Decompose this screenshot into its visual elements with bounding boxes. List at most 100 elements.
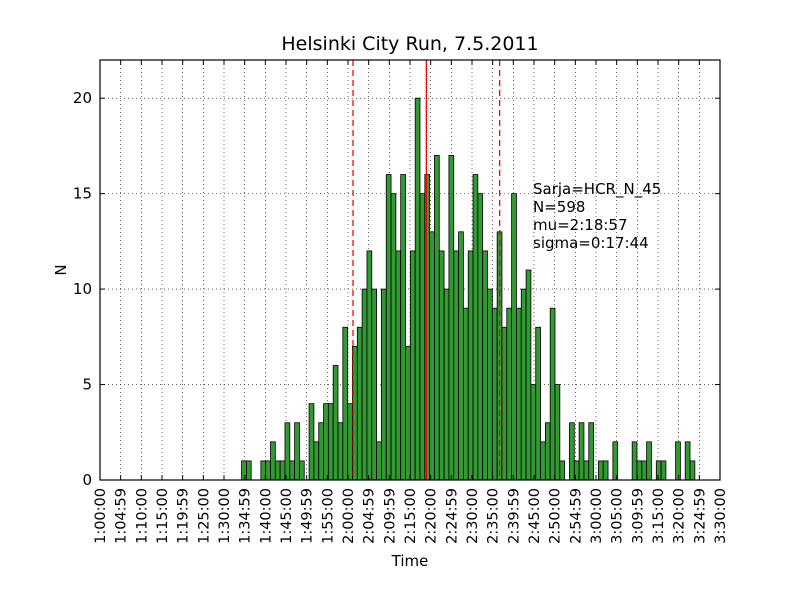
x-tick-label: 3:24:59 (692, 488, 708, 544)
annotation-line-mean: mu=2:18:57 (533, 216, 628, 234)
histogram-bar (274, 460, 281, 481)
histogram-bar (308, 403, 315, 481)
y-tick-label: 15 (73, 185, 92, 203)
y-tick-label: 20 (73, 89, 92, 107)
histogram-bar (400, 174, 406, 481)
x-tick-label: 2:39:59 (506, 488, 522, 544)
histogram-bar (390, 193, 397, 481)
x-tick-label: 1:45:00 (279, 488, 295, 544)
x-tick-label: 2:30:00 (465, 488, 481, 544)
histogram-bar (381, 288, 387, 481)
histogram-bar (540, 441, 546, 481)
x-tick-label: 3:09:59 (630, 488, 646, 544)
histogram-bar (376, 441, 382, 481)
histogram-bar (429, 231, 435, 481)
histogram-bar (641, 460, 648, 481)
x-tick-label: 2:24:59 (444, 488, 460, 544)
x-axis-label: Time (391, 552, 429, 570)
x-tick-label: 1:34:59 (238, 488, 254, 544)
histogram-bar (583, 460, 590, 481)
histogram-bar (506, 307, 513, 481)
x-tick-label: 1:04:59 (114, 488, 130, 544)
histogram-bar (323, 403, 329, 481)
x-tick-label: 2:20:00 (424, 488, 440, 544)
histogram-bar (511, 193, 517, 481)
histogram-bar (549, 307, 556, 481)
histogram-bar (482, 250, 488, 481)
x-tick-label: 1:40:00 (258, 488, 274, 544)
histogram-bar (245, 460, 252, 481)
histogram-bar (337, 422, 344, 481)
bars-layer (241, 97, 696, 481)
x-tick-label: 1:15:00 (155, 488, 171, 544)
histogram-bar (631, 441, 638, 481)
histogram-bar (612, 441, 619, 481)
histogram-bar (598, 460, 604, 481)
x-tick-label: 1:49:59 (300, 488, 316, 544)
histogram-bar (284, 422, 291, 481)
histogram-bar (472, 174, 479, 481)
histogram-bar (530, 384, 537, 481)
y-tick-label: 10 (73, 280, 92, 298)
histogram-bar (434, 155, 440, 481)
histogram-bar (438, 250, 445, 481)
histogram-bar (569, 422, 575, 481)
x-tick-label: 2:00:00 (341, 488, 357, 544)
x-tick-label: 3:20:00 (672, 488, 688, 544)
histogram-bar (689, 460, 696, 481)
histogram-bar (559, 460, 566, 481)
histogram-bar (477, 193, 484, 481)
histogram-bar (356, 326, 363, 481)
histogram-bar (554, 384, 561, 481)
histogram-bar (588, 422, 594, 481)
annotation-line-count: N=598 (533, 198, 585, 216)
histogram-bar (371, 288, 377, 481)
histogram-bar (332, 365, 339, 481)
histogram-bar (655, 460, 662, 481)
histogram-bar (361, 288, 368, 481)
histogram-bar (525, 269, 532, 481)
histogram-bar (462, 307, 469, 481)
histogram-bar (684, 441, 691, 481)
histogram-bar (318, 422, 324, 481)
histogram-bar (443, 288, 450, 481)
x-tick-label: 1:10:00 (134, 488, 150, 544)
histogram-bar (414, 97, 421, 481)
histogram-bar (265, 460, 271, 481)
y-tick-label: 0 (82, 471, 92, 489)
histogram-bar (366, 250, 373, 481)
chart-title: Helsinki City Run, 7.5.2011 (281, 33, 538, 55)
histogram-bar (516, 307, 522, 481)
histogram-bar (448, 155, 455, 481)
x-tick-label: 2:35:00 (486, 488, 502, 544)
y-tick-label: 5 (82, 376, 92, 394)
histogram-bar (299, 460, 305, 481)
y-axis-label: N (52, 264, 70, 275)
x-tick-label: 3:30:00 (713, 488, 729, 544)
y-axis-ticks: 0 5 10 15 20 (73, 89, 720, 489)
histogram-bar (347, 403, 353, 481)
histogram-bar (405, 345, 411, 481)
x-tick-label: 1:55:00 (320, 488, 336, 544)
histogram-bar (458, 231, 464, 481)
histogram-bar (419, 193, 426, 481)
histogram-bar (327, 403, 334, 481)
x-tick-label: 2:15:00 (403, 488, 419, 544)
x-tick-label: 3:15:00 (651, 488, 667, 544)
histogram-bar (279, 460, 286, 481)
histogram-bar (544, 422, 551, 481)
x-tick-label: 1:30:00 (217, 488, 233, 544)
histogram-bar (385, 174, 392, 481)
x-tick-label: 2:54:59 (568, 488, 584, 544)
x-axis-ticks: 1:00:00 1:04:59 1:10:00 1:15:00 1:19:59 1:25:… (93, 60, 729, 544)
grid-layer (100, 60, 720, 480)
x-tick-label: 3:00:00 (589, 488, 605, 544)
histogram-bar (313, 441, 320, 481)
x-tick-label: 2:09:59 (382, 488, 398, 544)
x-tick-label: 1:19:59 (176, 488, 192, 544)
histogram-bar (535, 326, 541, 481)
histogram-bar (467, 250, 474, 481)
histogram-bar (520, 288, 527, 481)
